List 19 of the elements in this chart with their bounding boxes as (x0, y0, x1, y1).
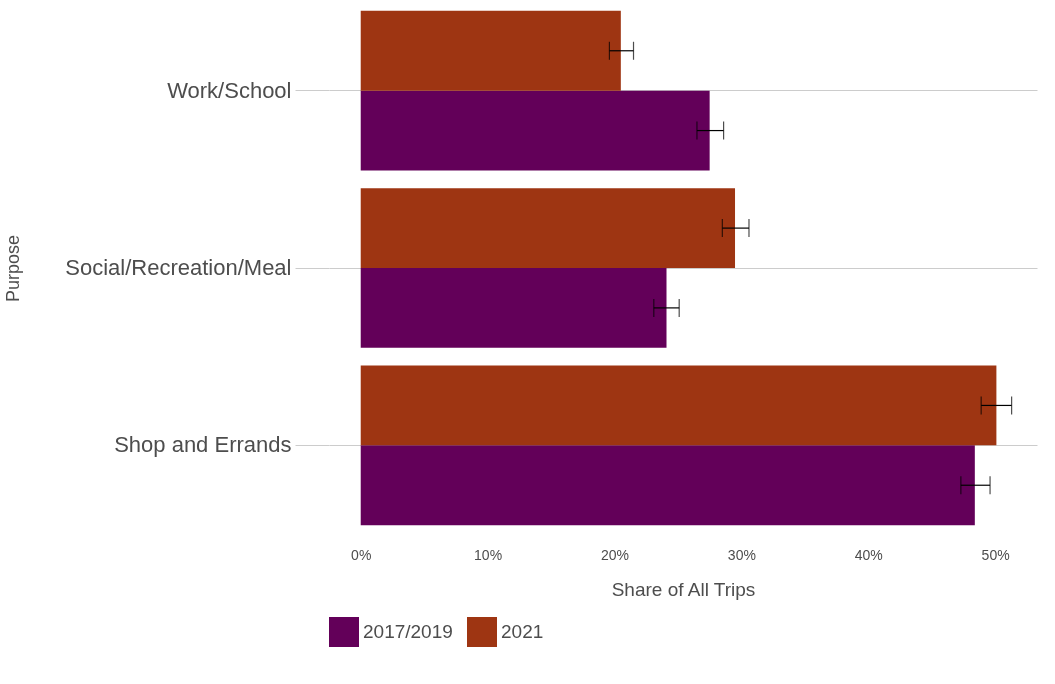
legend-label: 2021 (501, 621, 544, 642)
x-tick-label: 40% (854, 546, 883, 563)
y-axis-title: Purpose (2, 234, 23, 303)
bar (360, 10, 621, 91)
x-tick-label: 50% (981, 546, 1010, 563)
bar (360, 445, 975, 526)
bar (360, 268, 667, 348)
bar (360, 188, 736, 268)
bar (360, 365, 997, 446)
x-tick-label: 30% (727, 546, 756, 563)
x-tick-label: 20% (600, 546, 629, 563)
x-tick-label: 0% (351, 546, 372, 563)
y-tick-label: Shop and Errands (114, 432, 292, 458)
y-tick-label: Social/Recreation/Meal (65, 255, 292, 280)
legend-label: 2017/2019 (363, 621, 453, 642)
y-tick-label: Work/School (167, 77, 292, 103)
bar (360, 90, 710, 171)
x-axis-title: Share of All Trips (611, 578, 756, 600)
x-tick-label: 10% (474, 546, 503, 563)
